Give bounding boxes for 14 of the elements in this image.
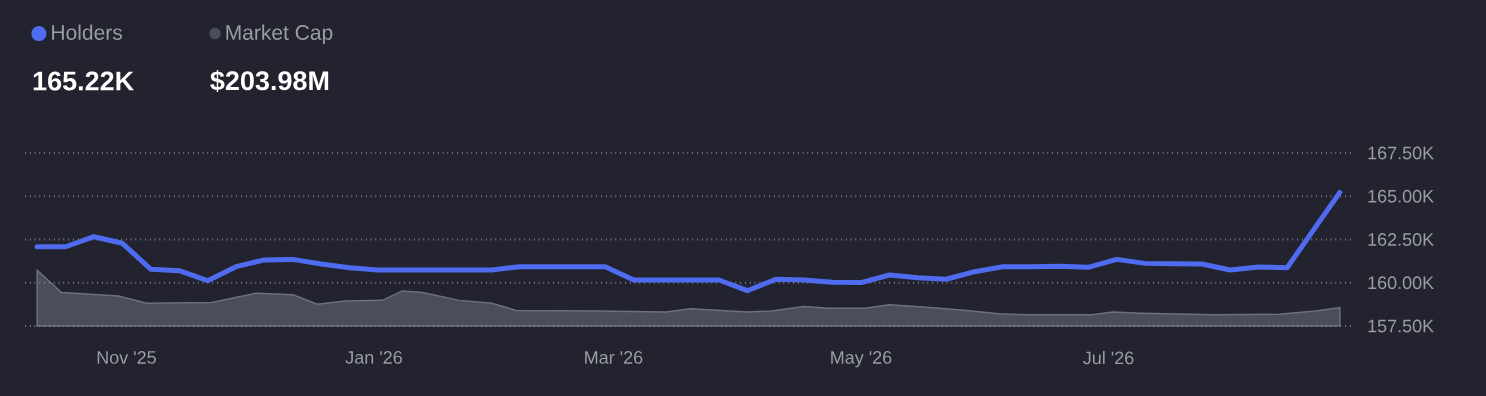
y-tick-label: 167.50K [1368, 146, 1434, 160]
x-tick-label: Nov '25 [97, 351, 156, 364]
x-tick-label: Jan '26 [345, 351, 402, 364]
y-tick-label: 162.50K [1368, 233, 1434, 246]
y-tick-label: 165.00K [1368, 189, 1434, 203]
x-tick-label: May '26 [831, 351, 892, 368]
y-tick-label: 160.00K [1368, 276, 1434, 290]
legend-label: Market Cap [226, 24, 333, 45]
y-tick-label: 157.50K [1368, 319, 1434, 333]
x-tick-label: Mar '26 [585, 351, 643, 364]
legend-label: Holders [52, 24, 122, 40]
text: $203.98M [210, 70, 329, 93]
x-tick-label: Jul '26 [1083, 351, 1134, 365]
text: 165.22K [33, 71, 134, 91]
